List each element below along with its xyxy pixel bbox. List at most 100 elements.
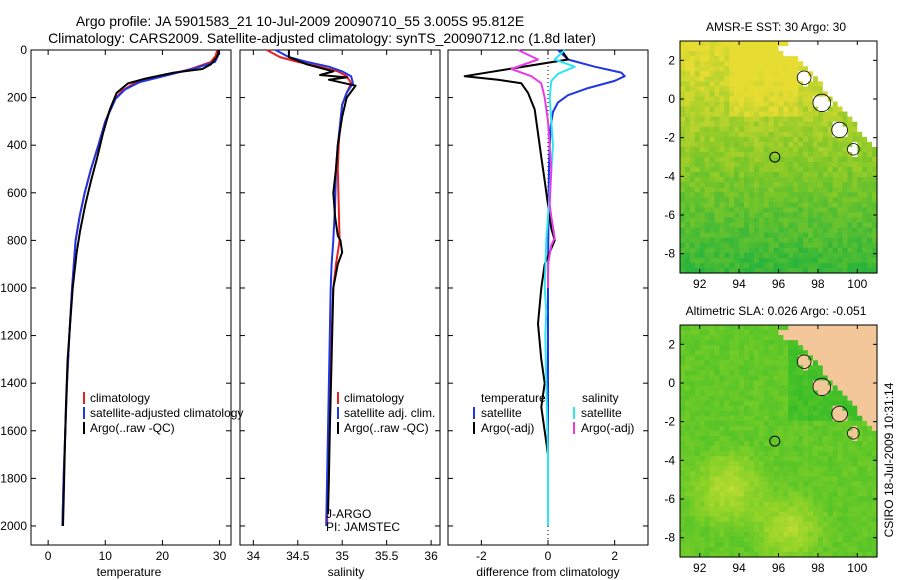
map-cell xyxy=(837,435,844,442)
map-cell xyxy=(793,456,799,462)
map-cell xyxy=(862,405,868,412)
map-cell xyxy=(778,506,785,513)
map-cell xyxy=(832,360,839,366)
map-cell xyxy=(714,405,720,412)
map-cell xyxy=(793,380,799,387)
map-cell xyxy=(744,227,750,234)
map-cell xyxy=(808,340,814,346)
map-cell xyxy=(684,441,691,447)
map-cell xyxy=(842,466,849,472)
map-cell xyxy=(832,71,839,77)
map-cell xyxy=(832,86,839,93)
map-cell xyxy=(842,187,849,193)
map-cell xyxy=(709,541,716,548)
map-cell xyxy=(847,345,853,351)
map-cell xyxy=(758,491,765,498)
map-cell xyxy=(862,111,868,118)
map-cell xyxy=(783,207,789,214)
map-cell xyxy=(680,262,686,269)
map-cell xyxy=(704,232,711,239)
map-cell xyxy=(827,340,834,346)
map-cell xyxy=(798,232,804,239)
map-cell xyxy=(724,212,730,219)
map-cell xyxy=(694,242,701,249)
map-cell xyxy=(763,506,770,513)
map-cell xyxy=(768,86,775,93)
map-cell xyxy=(822,456,829,462)
map-cell xyxy=(812,531,819,538)
map-cell xyxy=(704,116,711,123)
map-cell xyxy=(773,330,780,336)
map-cell xyxy=(773,157,780,163)
map-cell xyxy=(734,456,740,462)
map-cell xyxy=(857,551,863,558)
map-cell xyxy=(832,375,839,382)
map-cell xyxy=(729,350,735,356)
map-cell xyxy=(719,222,725,229)
map-cell xyxy=(867,511,873,518)
map-cell xyxy=(808,430,814,437)
map-cell xyxy=(788,86,794,93)
map-cell xyxy=(758,222,765,229)
map-cell xyxy=(773,232,780,239)
map-cell xyxy=(768,446,775,452)
map-cell xyxy=(812,536,819,543)
map-cell xyxy=(773,491,780,498)
map-cell xyxy=(852,56,858,62)
map-cell xyxy=(704,66,711,72)
x-tick-label: -2 xyxy=(476,549,487,563)
map-cell xyxy=(758,151,765,158)
map-cell xyxy=(680,91,686,98)
map-cell xyxy=(680,390,686,397)
map-cell xyxy=(709,167,716,173)
map-cell xyxy=(783,400,789,407)
map-cell xyxy=(684,531,691,538)
map-cell xyxy=(867,141,873,148)
map-cell xyxy=(872,325,878,331)
map-cell xyxy=(778,400,785,407)
map-cell xyxy=(842,182,849,188)
map-cell xyxy=(753,526,760,533)
map-cell xyxy=(694,425,701,432)
map-cell xyxy=(773,325,780,331)
map-cell xyxy=(808,441,814,447)
map-cell xyxy=(817,526,824,533)
map-cell xyxy=(862,481,868,487)
map-cell xyxy=(832,141,839,148)
map-cell xyxy=(798,126,804,133)
map-cell xyxy=(748,350,755,356)
map-cell xyxy=(689,177,696,183)
map-cell xyxy=(867,375,873,382)
map-cell xyxy=(788,66,794,72)
y-tick-label: 200 xyxy=(7,91,27,105)
map-cell xyxy=(837,330,844,336)
map-cell xyxy=(778,395,785,402)
map-cell xyxy=(827,46,834,52)
map-cell xyxy=(768,56,775,62)
map-cell xyxy=(793,136,799,143)
map-cell xyxy=(694,435,701,442)
map-cell xyxy=(832,126,839,133)
map-cell xyxy=(872,46,878,52)
map-y-tick-label: -2 xyxy=(664,415,675,429)
map-cell xyxy=(812,340,819,346)
map-cell xyxy=(763,46,770,52)
map-cell xyxy=(783,435,789,442)
map-cell xyxy=(758,56,765,62)
map-cell xyxy=(699,157,706,163)
map-cell xyxy=(798,157,804,163)
map-cell xyxy=(832,365,839,371)
map-cell xyxy=(680,471,686,477)
map-x-tick-label: 94 xyxy=(732,561,746,575)
map-cell xyxy=(758,405,765,412)
map-cell xyxy=(862,425,868,432)
map-cell xyxy=(852,207,858,214)
map-cell xyxy=(832,136,839,143)
map-cell xyxy=(684,267,691,274)
map-cell xyxy=(837,187,844,193)
map-cell xyxy=(699,355,706,361)
map-cell xyxy=(862,461,868,467)
map-cell xyxy=(753,51,760,57)
map-cell xyxy=(694,76,701,82)
map-cell xyxy=(689,526,696,533)
